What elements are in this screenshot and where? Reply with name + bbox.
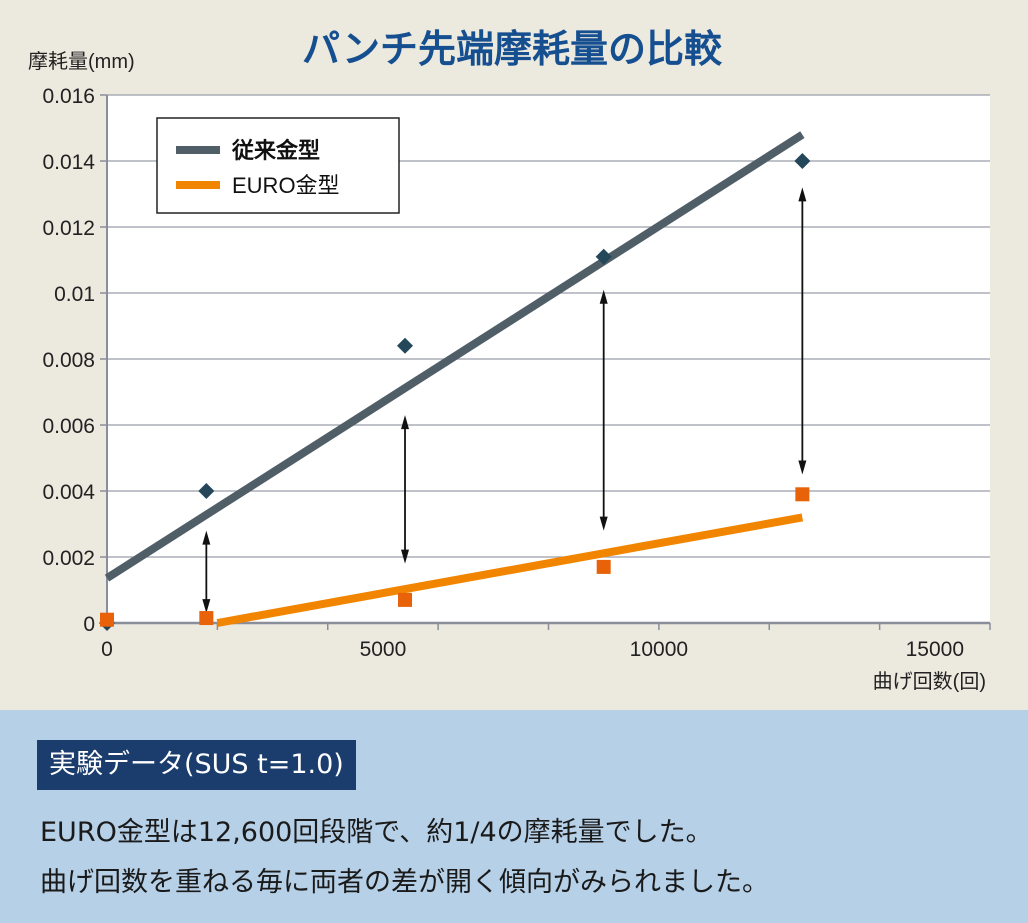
- chart-title: パンチ先端摩耗量の比較: [302, 29, 723, 71]
- trendline-conventional: [104, 131, 805, 582]
- summary-line-1: EURO金型は12,600回段階で、約1/4の摩耗量でした。: [40, 817, 713, 848]
- y-tick-label: 0: [83, 613, 95, 636]
- arrowhead-down: [401, 549, 410, 564]
- data-point-conventional: [198, 483, 215, 499]
- y-tick-label: 0.002: [42, 547, 95, 570]
- arrowhead-down: [798, 460, 807, 475]
- y-axis-label: 摩耗量(mm): [28, 50, 135, 73]
- x-tick-label: 10000: [630, 638, 688, 661]
- trendline-euro: [216, 513, 804, 627]
- wear-chart: パンチ先端摩耗量の比較 摩耗量(mm) 曲げ回数(回) 0 0.002 0.004 0…: [28, 29, 991, 693]
- y-tick-label: 0.008: [42, 349, 95, 372]
- experiment-panel: 実験データ(SUS t=1.0) EURO金型は12,600回段階で、約1/4の…: [0, 710, 1028, 923]
- x-tick-label: 0: [101, 638, 113, 661]
- y-tick-label: 0.014: [42, 151, 95, 174]
- arrowhead-up: [798, 187, 807, 202]
- data-point-euro: [199, 611, 214, 626]
- arrowhead-up: [202, 530, 211, 545]
- arrowhead-up: [401, 415, 410, 430]
- x-tick-label: 15000: [906, 638, 964, 661]
- data-point-euro: [596, 559, 611, 574]
- data-point-euro: [398, 592, 413, 607]
- legend: 従来金型 EURO金型: [156, 117, 400, 214]
- experiment-label: 実験データ(SUS t=1.0): [37, 740, 356, 790]
- legend-label-conventional: 従来金型: [231, 138, 320, 163]
- arrowhead-down: [599, 516, 608, 531]
- x-axis-label: 曲げ回数(回): [873, 670, 986, 693]
- y-tick-label: 0.01: [54, 283, 95, 306]
- y-tick-label: 0.006: [42, 415, 95, 438]
- y-tick-label: 0.012: [42, 217, 95, 240]
- arrowhead-up: [599, 289, 608, 304]
- data-point-euro: [100, 612, 114, 627]
- y-tick-label: 0.016: [42, 85, 95, 108]
- arrowhead-down: [202, 599, 211, 614]
- data-point-conventional: [595, 248, 612, 265]
- data-point-conventional: [794, 153, 811, 169]
- chart-area: パンチ先端摩耗量の比較 摩耗量(mm) 曲げ回数(回) 0 0.002 0.004 0…: [0, 0, 1028, 710]
- x-tick-label: 5000: [360, 638, 407, 661]
- legend-box: [156, 117, 400, 214]
- summary-line-2: 曲げ回数を重ねる毎に両者の差が開く傾向がみられました。: [40, 867, 769, 898]
- data-point-conventional: [397, 337, 414, 354]
- legend-label-euro: EURO金型: [232, 173, 340, 198]
- y-tick-label: 0.004: [42, 481, 95, 504]
- data-point-euro: [795, 487, 810, 502]
